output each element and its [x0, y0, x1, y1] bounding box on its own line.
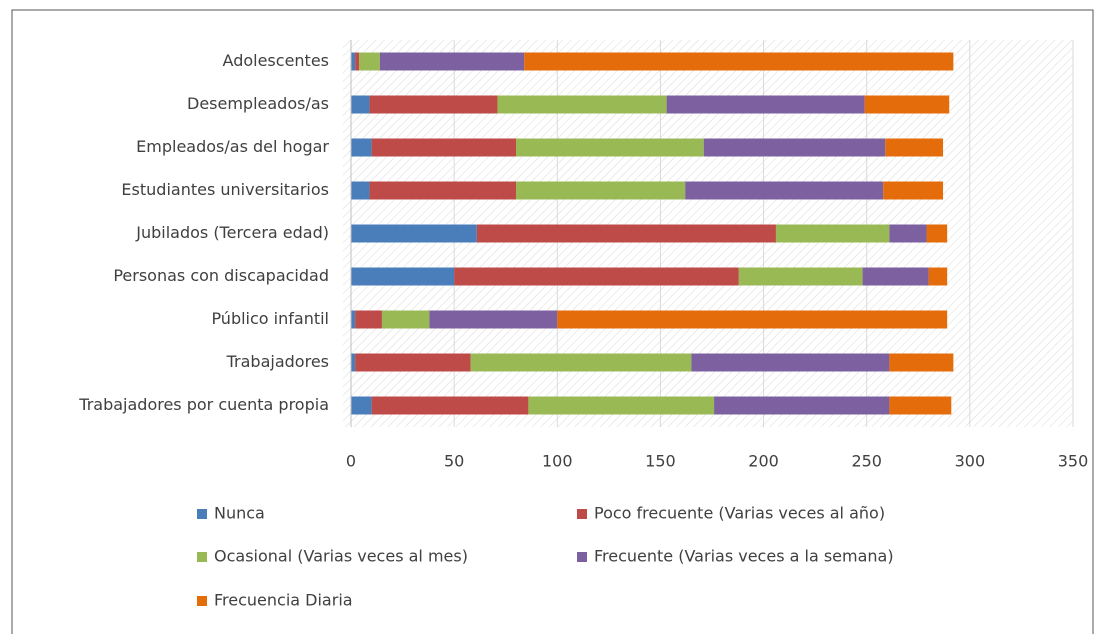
y-tick-label: Trabajadores	[226, 352, 329, 371]
bar-segment	[862, 267, 929, 286]
bar-segment	[557, 310, 948, 329]
bar-segment	[371, 396, 529, 415]
bar-segment	[775, 224, 890, 243]
x-tick-label: 300	[955, 452, 986, 471]
legend-swatch	[197, 552, 207, 562]
bar-segment	[528, 396, 715, 415]
bar-segment	[864, 95, 950, 114]
bar-segment	[355, 52, 360, 71]
bar-segment	[685, 181, 884, 200]
bar-segment	[351, 95, 370, 114]
bar-segment	[381, 310, 430, 329]
legend-label: Nunca	[214, 504, 265, 523]
bar-segment	[351, 52, 356, 71]
bar-segment	[926, 224, 948, 243]
bar-segment	[351, 310, 356, 329]
y-tick-label: Estudiantes universitarios	[121, 180, 329, 199]
bar-segment	[889, 353, 954, 372]
legend-swatch	[197, 509, 207, 519]
bar-segment	[369, 181, 517, 200]
bar-segment	[351, 181, 370, 200]
y-tick-label: Desempleados/as	[187, 94, 329, 113]
legend-label: Frecuente (Varias veces a la semana)	[594, 547, 894, 566]
bar-segment	[889, 396, 952, 415]
bar-segment	[351, 138, 372, 157]
bar-segment	[429, 310, 558, 329]
x-tick-label: 50	[444, 452, 464, 471]
bar-segment	[359, 52, 380, 71]
bar-segment	[351, 396, 372, 415]
bar-segment	[351, 224, 477, 243]
legend-swatch	[577, 552, 587, 562]
x-tick-label: 350	[1058, 452, 1089, 471]
bar-segment	[883, 181, 944, 200]
bar-segment	[355, 353, 471, 372]
bar-segment	[691, 353, 890, 372]
bar-segment	[666, 95, 865, 114]
bar-segment	[928, 267, 948, 286]
legend-label: Ocasional (Varias veces al mes)	[214, 547, 468, 566]
y-tick-label: Empleados/as del hogar	[136, 137, 329, 156]
bar-segment	[454, 267, 739, 286]
bar-segment	[497, 95, 667, 114]
bar-segment	[351, 267, 455, 286]
legend-swatch	[197, 596, 207, 606]
bar-segment	[351, 353, 356, 372]
bar-segment	[470, 353, 692, 372]
y-tick-label: Público infantil	[211, 309, 329, 328]
bar-segment	[369, 95, 498, 114]
bar-segment	[885, 138, 944, 157]
y-tick-label: Trabajadores por cuenta propia	[78, 395, 329, 414]
x-tick-label: 250	[851, 452, 882, 471]
bar-segment	[476, 224, 776, 243]
x-tick-label: 200	[748, 452, 779, 471]
y-tick-label: Adolescentes	[223, 51, 329, 70]
bar-segment	[738, 267, 863, 286]
y-tick-label: Personas con discapacidad	[113, 266, 329, 285]
legend-label: Frecuencia Diaria	[214, 591, 353, 610]
x-tick-label: 0	[346, 452, 356, 471]
bar-segment	[516, 138, 704, 157]
bar-segment	[714, 396, 890, 415]
bar-segment	[703, 138, 886, 157]
bar-segment	[355, 310, 382, 329]
bar-segment	[524, 52, 954, 71]
legend-label: Poco frecuente (Varias veces al año)	[594, 504, 885, 523]
x-tick-label: 100	[542, 452, 573, 471]
legend-swatch	[577, 509, 587, 519]
x-tick-label: 150	[645, 452, 676, 471]
bar-segment	[889, 224, 927, 243]
bar-segment	[379, 52, 525, 71]
bar-segment	[371, 138, 517, 157]
y-tick-label: Jubilados (Tercera edad)	[135, 223, 329, 242]
bar-segment	[516, 181, 686, 200]
